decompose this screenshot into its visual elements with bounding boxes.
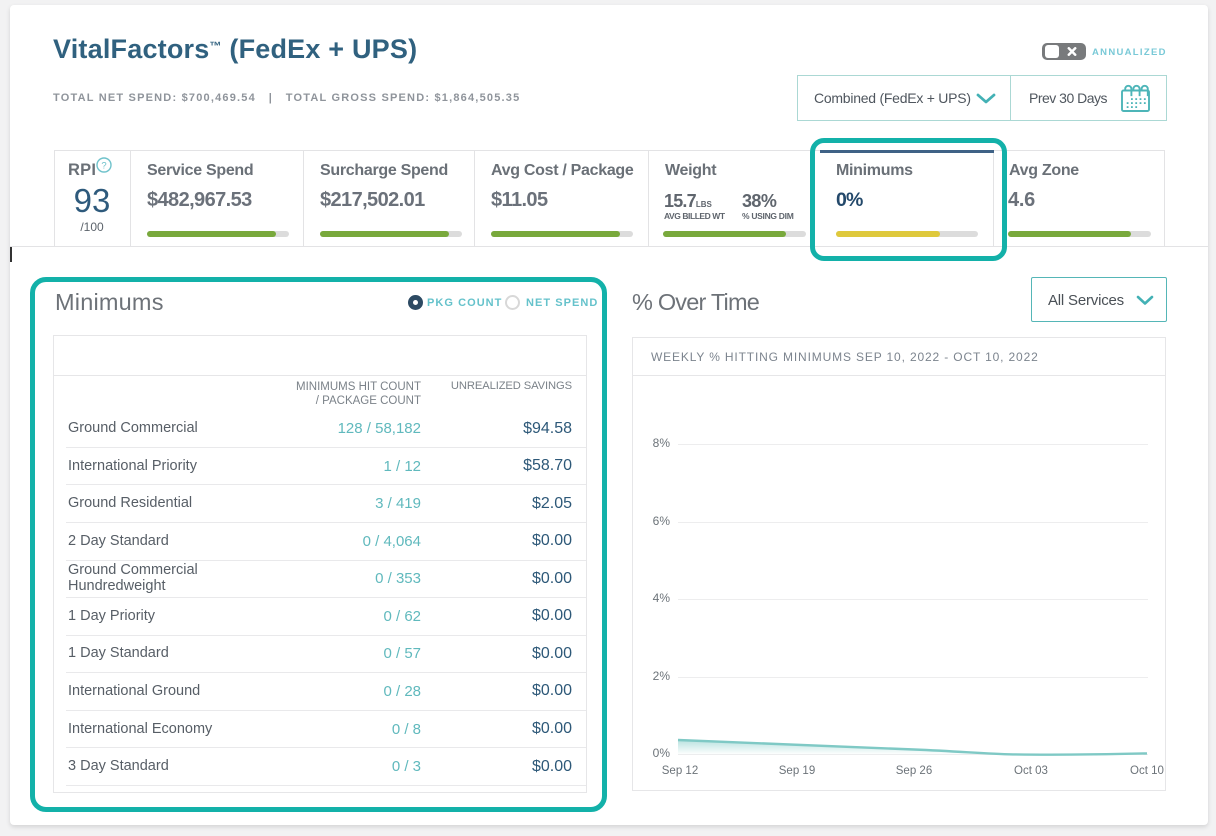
svg-text:?: ? xyxy=(101,160,106,171)
